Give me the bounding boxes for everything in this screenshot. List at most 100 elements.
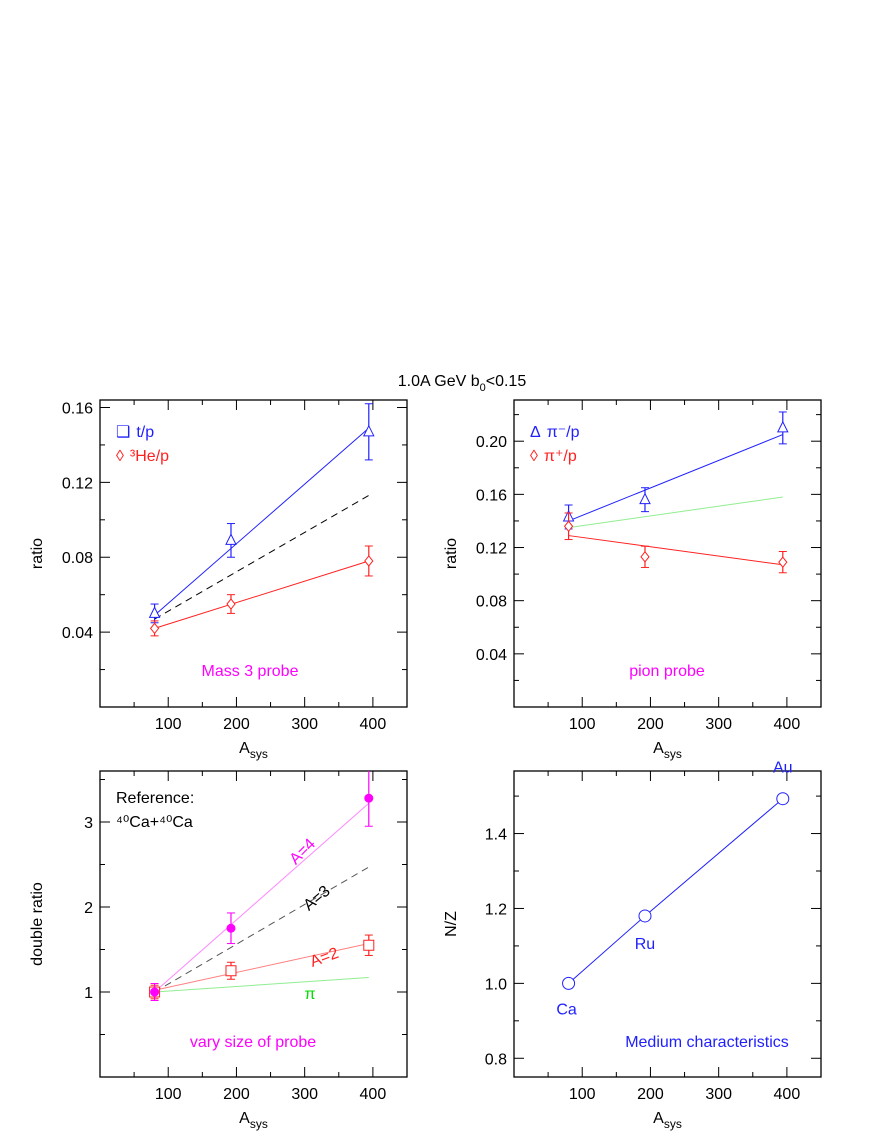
y-tick-label: 1.2 bbox=[485, 901, 507, 918]
x-axis-label-main: A bbox=[653, 740, 664, 757]
fit-line bbox=[568, 798, 784, 984]
x-tick-label: 300 bbox=[291, 716, 318, 733]
fit-line bbox=[154, 495, 370, 620]
x-axis-label-main: A bbox=[653, 1110, 664, 1127]
panel-1: 100 200 300 400 0.04 0.08 0.12 0.16 Asys ratio Mas… bbox=[29, 399, 408, 761]
data-point-circle bbox=[638, 909, 652, 923]
data-point-circle bbox=[562, 976, 576, 990]
x-axis-label-sub: sys bbox=[664, 747, 682, 761]
y-tick-label: 2 bbox=[84, 900, 93, 917]
y-tick-label: 0.04 bbox=[476, 647, 507, 664]
data-point-triangle bbox=[776, 420, 789, 433]
data-point-square bbox=[363, 939, 375, 951]
legend-symbol: ◊ bbox=[116, 448, 124, 465]
data-point-diamond bbox=[640, 551, 650, 563]
data-point-dot bbox=[226, 923, 236, 933]
y-tick-label: 1.0 bbox=[485, 976, 507, 993]
x-tick-label: 400 bbox=[360, 716, 387, 733]
fit-line bbox=[568, 496, 783, 529]
fit-line bbox=[154, 943, 369, 991]
data-point-dot bbox=[364, 793, 374, 803]
fit-line bbox=[154, 866, 370, 993]
legend-entry: ◊ ³He/p bbox=[116, 448, 169, 465]
y-axis-label: double ratio bbox=[29, 882, 46, 966]
data-point-diamond bbox=[226, 598, 236, 610]
plot-frame bbox=[513, 770, 822, 1078]
fit-line bbox=[154, 802, 370, 993]
data-point-diamond bbox=[563, 520, 574, 533]
x-tick-label: 200 bbox=[223, 1086, 250, 1103]
fit-line bbox=[154, 560, 369, 629]
point-label: Ru bbox=[635, 936, 655, 953]
x-tick-label: 400 bbox=[774, 1086, 801, 1103]
x-axis-label: Asys bbox=[239, 1110, 268, 1131]
data-point-dot bbox=[150, 987, 160, 997]
x-axis-label-sub: sys bbox=[250, 1117, 268, 1131]
y-tick-label: 0.16 bbox=[62, 400, 93, 417]
plot-frame bbox=[99, 399, 408, 708]
x-tick-label: 400 bbox=[774, 716, 801, 733]
y-tick-label: 0.08 bbox=[62, 550, 93, 567]
x-tick-label: 200 bbox=[223, 716, 250, 733]
plot-frame bbox=[513, 399, 822, 708]
legend-entry: ❑ t/p bbox=[116, 424, 154, 441]
x-axis-label: Asys bbox=[653, 1110, 682, 1131]
line-label: A=2 bbox=[308, 945, 341, 971]
data-point-triangle bbox=[639, 492, 651, 505]
panel-annotation: Mass 3 probe bbox=[202, 663, 299, 680]
x-tick-label: 200 bbox=[637, 716, 664, 733]
data-point-diamond bbox=[778, 556, 788, 568]
reference-label: ⁴⁰Ca+⁴⁰Ca bbox=[116, 814, 193, 831]
y-tick-label: 0.12 bbox=[476, 541, 507, 558]
legend-symbol: ◊ bbox=[530, 448, 538, 465]
y-tick-label: 0.16 bbox=[476, 487, 507, 504]
data-point-diamond bbox=[364, 555, 374, 567]
y-tick-label: 1.4 bbox=[485, 827, 507, 844]
legend-label: π⁺/p bbox=[544, 448, 577, 465]
panel-3: 100 200 300 400 1 2 3 Asys double ratio A=4 A=3 A=2… bbox=[29, 770, 408, 1131]
fit-line bbox=[568, 434, 783, 522]
y-tick-label: 0.08 bbox=[476, 594, 507, 611]
line-label: A=4 bbox=[287, 836, 320, 869]
legend-label: ³He/p bbox=[130, 448, 169, 465]
y-axis-label: ratio bbox=[443, 538, 460, 569]
x-axis-label-main: A bbox=[239, 740, 250, 757]
panel-4: 100 200 300 400 0.8 1.0 1.2 1.4 Asys N/Z Ca Ru Au Med… bbox=[443, 760, 822, 1131]
x-axis-label-sub: sys bbox=[664, 1117, 682, 1131]
line-label: π bbox=[304, 986, 315, 1003]
x-tick-label: 400 bbox=[360, 1086, 387, 1103]
fit-line bbox=[154, 427, 370, 616]
y-tick-label: 1 bbox=[84, 985, 93, 1002]
legend-label: t/p bbox=[136, 424, 154, 441]
y-axis-label: ratio bbox=[29, 538, 46, 569]
y-tick-label: 0.20 bbox=[476, 434, 507, 451]
x-axis-label: Asys bbox=[239, 740, 268, 761]
data-point-diamond bbox=[149, 622, 160, 635]
x-tick-label: 100 bbox=[155, 1086, 182, 1103]
y-tick-label: 0.04 bbox=[62, 625, 93, 642]
panel-annotation: pion probe bbox=[629, 663, 705, 680]
data-point-triangle bbox=[148, 606, 161, 618]
x-tick-label: 300 bbox=[705, 716, 732, 733]
x-tick-label: 100 bbox=[569, 1086, 596, 1103]
plot-frame bbox=[99, 770, 408, 1078]
x-tick-label: 300 bbox=[291, 1086, 318, 1103]
panel-annotation: vary size of probe bbox=[190, 1034, 316, 1051]
legend-entry: ◊ π⁺/p bbox=[530, 448, 577, 465]
fit-line bbox=[154, 977, 369, 993]
x-tick-label: 300 bbox=[705, 1086, 732, 1103]
y-tick-label: 0.12 bbox=[62, 475, 93, 492]
fit-line bbox=[568, 535, 783, 566]
line-label: A=3 bbox=[301, 883, 334, 915]
point-label: Au bbox=[773, 760, 793, 777]
legend-label: π⁻/p bbox=[547, 424, 580, 441]
y-tick-label: 3 bbox=[84, 815, 93, 832]
reference-label: Reference: bbox=[116, 790, 194, 807]
data-point-triangle bbox=[225, 533, 237, 545]
data-point-triangle bbox=[362, 424, 375, 437]
x-axis-label: Asys bbox=[653, 740, 682, 761]
x-tick-label: 100 bbox=[569, 716, 596, 733]
legend-symbol: Δ bbox=[530, 424, 541, 441]
